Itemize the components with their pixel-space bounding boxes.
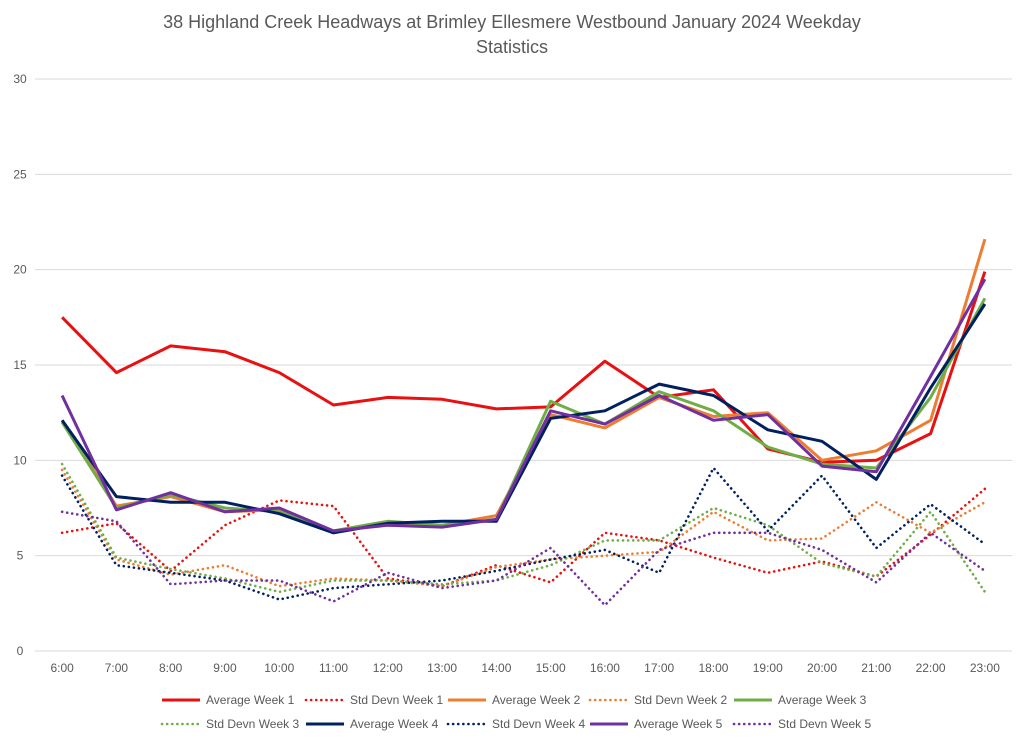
legend-label: Std Devn Week 4 [492, 717, 585, 731]
legend-label: Average Week 3 [778, 693, 867, 707]
legend-item: Average Week 4 [306, 717, 439, 731]
legend-item: Average Week 5 [590, 717, 723, 731]
x-tick-label: 15:00 [536, 661, 566, 675]
legend-label: Average Week 1 [206, 693, 295, 707]
x-tick-label: 20:00 [807, 661, 837, 675]
x-tick-label: 13:00 [427, 661, 457, 675]
x-tick-label: 19:00 [753, 661, 783, 675]
legend-label: Std Devn Week 5 [778, 717, 871, 731]
chart-title-line-1: 38 Highland Creek Headways at Brimley El… [163, 12, 861, 32]
x-tick-label: 9:00 [213, 661, 237, 675]
y-tick-label: 20 [13, 263, 27, 277]
legend-item: Average Week 1 [162, 693, 295, 707]
y-tick-label: 5 [17, 549, 24, 563]
series-line-average-week-5 [60, 278, 987, 533]
y-tick-label: 15 [13, 358, 27, 372]
legend-item: Std Devn Week 3 [160, 717, 299, 731]
legend-label: Std Devn Week 1 [350, 693, 443, 707]
series-line-std-devn-week-3 [60, 462, 987, 594]
x-tick-label: 17:00 [644, 661, 674, 675]
series-line-std-devn-week-2 [60, 468, 987, 588]
series-line-average-week-1 [61, 271, 987, 464]
chart-title-line-2: Statistics [476, 37, 548, 57]
legend-item: Std Devn Week 4 [446, 717, 585, 731]
x-tick-label: 12:00 [373, 661, 403, 675]
x-tick-label: 7:00 [105, 661, 129, 675]
series-line-average-week-2 [60, 238, 987, 535]
x-tick-label: 8:00 [159, 661, 183, 675]
series-line-std-devn-week-4 [60, 466, 987, 601]
x-tick-label: 18:00 [698, 661, 728, 675]
series-line-average-week-3 [60, 297, 987, 533]
x-tick-label: 6:00 [50, 661, 74, 675]
y-tick-label: 30 [13, 72, 27, 86]
series-line-average-week-4 [60, 303, 987, 535]
x-tick-label: 10:00 [264, 661, 294, 675]
y-tick-label: 10 [13, 453, 27, 467]
x-tick-label: 11:00 [319, 661, 348, 675]
legend-item: Average Week 3 [734, 693, 867, 707]
x-tick-label: 14:00 [481, 661, 511, 675]
y-tick-label: 0 [17, 644, 24, 658]
legend-label: Std Devn Week 2 [634, 693, 727, 707]
legend-item: Std Devn Week 2 [588, 693, 727, 707]
legend-label: Average Week 2 [492, 693, 581, 707]
series-line-std-devn-week-5 [60, 510, 987, 607]
legend-item: Average Week 2 [448, 693, 581, 707]
x-tick-label: 16:00 [590, 661, 620, 675]
x-tick-label: 23:00 [970, 661, 1000, 675]
legend-label: Average Week 5 [634, 717, 723, 731]
y-tick-label: 25 [13, 167, 27, 181]
legend-label: Std Devn Week 3 [206, 717, 299, 731]
x-tick-label: 21:00 [861, 661, 891, 675]
legend-item: Std Devn Week 5 [732, 717, 871, 731]
x-tick-label: 22:00 [916, 661, 946, 675]
legend-label: Average Week 4 [350, 717, 439, 731]
legend-item: Std Devn Week 1 [304, 693, 443, 707]
